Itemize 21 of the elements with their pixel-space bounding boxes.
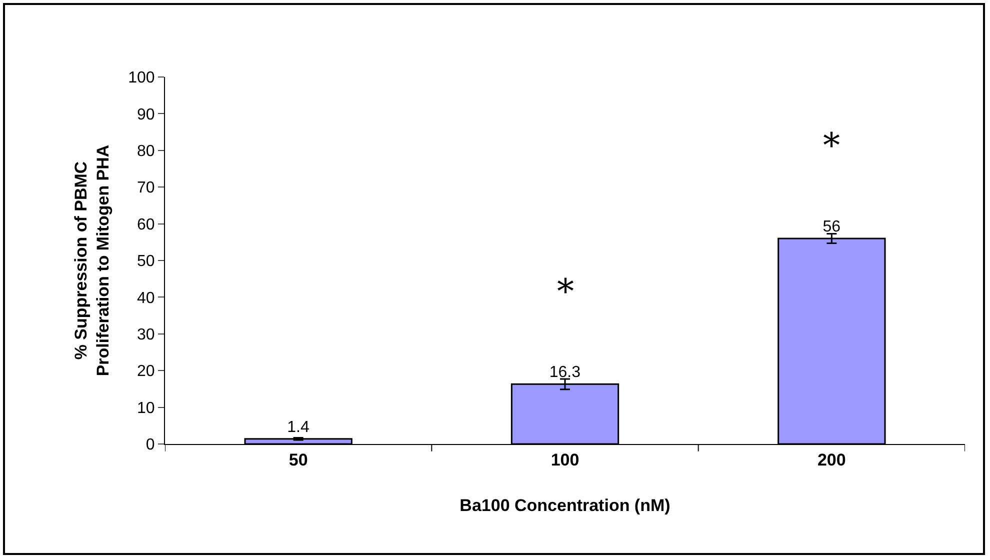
y-tick-label: 20 [137, 363, 155, 380]
y-tick-label: 40 [137, 290, 155, 307]
y-tick-label: 90 [137, 106, 155, 124]
y-tick-label: 70 [137, 180, 155, 197]
y-tick-label: 80 [137, 143, 155, 160]
data-label: 16.3 [549, 364, 581, 382]
y-axis-title: % Suppression of PBMC Proliferation to Mitogen PHA [72, 144, 113, 376]
y-tick-label: 60 [137, 216, 155, 234]
y-tick-label: 50 [137, 253, 155, 270]
annotation: * [557, 272, 574, 312]
y-tick-label: 10 [137, 400, 155, 417]
data-label: 1.4 [287, 418, 310, 436]
x-axis-title: Ba100 Concentration (nM) [460, 496, 670, 515]
annotation: * [823, 126, 840, 166]
y-tick-label: 30 [137, 326, 155, 344]
x-tick-label: 200 [817, 450, 846, 470]
data-label: 56 [822, 218, 841, 236]
y-tick-label: 0 [146, 436, 155, 454]
x-tick-label: 50 [288, 450, 308, 470]
y-tick-label: 100 [128, 70, 155, 87]
x-tick-label: 100 [550, 450, 580, 470]
